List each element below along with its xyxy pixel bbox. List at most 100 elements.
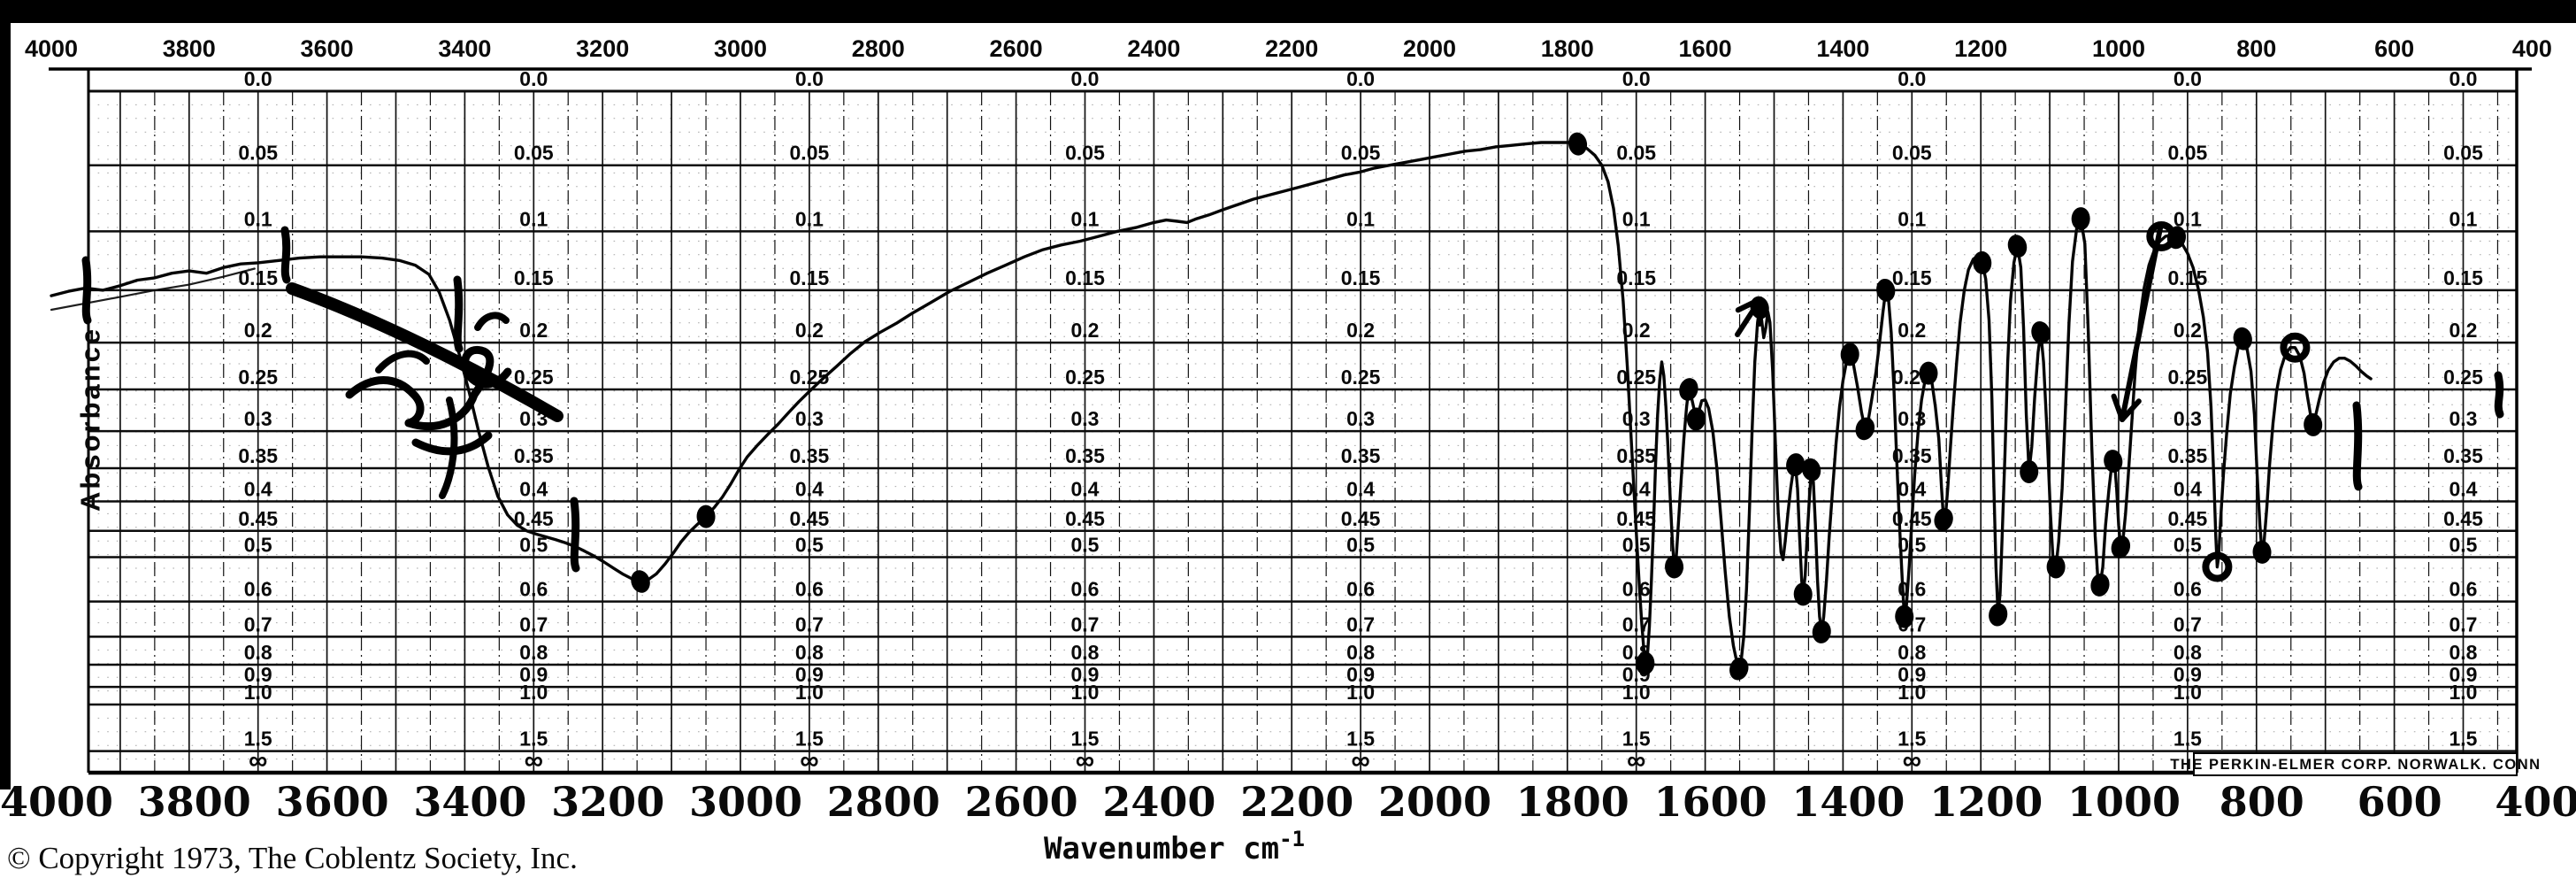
absorbance-scale-label: 0.6 <box>1622 578 1651 601</box>
x-tick-label-top: 2800 <box>852 35 905 62</box>
peak-ink-dot <box>1679 378 1698 401</box>
absorbance-scale-label: 0.9 <box>795 663 824 686</box>
absorbance-scale-label: 0.4 <box>2450 477 2478 500</box>
absorbance-scale-label: ∞ <box>800 746 818 775</box>
absorbance-scale-label: 0.2 <box>795 319 824 342</box>
absorbance-scale-label: 0.35 <box>2168 444 2208 467</box>
absorbance-scale-label: 0.45 <box>2443 507 2483 530</box>
absorbance-scale-label: 0.05 <box>2443 142 2483 165</box>
x-tick-label-bottom: 800 <box>2220 778 2304 826</box>
peak-ink-dot <box>2111 535 2131 558</box>
absorbance-scale-label: 0.7 <box>1071 612 1100 635</box>
absorbance-scale-label: 0.35 <box>1616 444 1656 467</box>
absorbance-scale-label: 0.2 <box>244 319 272 342</box>
absorbance-scale-label: 1.5 <box>1898 728 1926 751</box>
absorbance-scale-label: 1.0 <box>1898 681 1926 704</box>
absorbance-scale-label: 0.7 <box>1346 612 1375 635</box>
peak-ink-dot <box>1793 582 1813 606</box>
absorbance-scale-label: 0.7 <box>519 612 548 635</box>
x-tick-label-top: 1000 <box>2092 35 2145 62</box>
absorbance-scale-label: ∞ <box>1351 746 1369 775</box>
absorbance-scale-label: 0.1 <box>244 207 272 230</box>
absorbance-scale-label: 0.6 <box>244 578 272 601</box>
absorbance-scale-label: 0.4 <box>1622 477 1651 500</box>
handwritten-scribble-stroke <box>439 397 458 499</box>
absorbance-scale-label: 0.8 <box>1346 641 1375 664</box>
absorbance-scale-label: ∞ <box>525 746 543 775</box>
handwritten-scribble-stroke <box>286 282 564 422</box>
handwritten-tick-mark <box>2352 401 2363 491</box>
absorbance-scale-label: 0.35 <box>790 444 830 467</box>
x-tick-label-top: 1800 <box>1541 35 1594 62</box>
handwritten-arrow-shaft <box>2120 226 2163 422</box>
absorbance-scale-label: 0.35 <box>238 444 278 467</box>
absorbance-scale-label: 0.7 <box>2174 612 2202 635</box>
peak-ink-dot <box>1840 343 1859 366</box>
handwritten-tick-mark <box>2494 371 2504 419</box>
x-tick-label-bottom: 2400 <box>1102 778 1215 826</box>
peak-ink-dot <box>1989 603 2008 627</box>
absorbance-scale-label: 0.3 <box>1622 407 1651 430</box>
absorbance-scale-label: 0.15 <box>1065 266 1105 289</box>
absorbance-scale-label: 1.0 <box>1346 681 1375 704</box>
absorbance-scale-label: 0.15 <box>2168 266 2208 289</box>
absorbance-scale-label: 0.5 <box>795 534 824 557</box>
x-tick-label-bottom: 1800 <box>1516 778 1629 826</box>
absorbance-scale-label: 0.5 <box>244 534 272 557</box>
absorbance-scale-label: 0.1 <box>519 207 548 230</box>
x-tick-label-bottom: 3400 <box>413 778 526 826</box>
peak-ink-dot <box>2046 555 2066 579</box>
absorbance-scale-label: 0.25 <box>2168 366 2208 389</box>
x-tick-label-top: 3400 <box>438 35 491 62</box>
x-axis-title: Wavenumber cm-1 <box>1044 827 1305 866</box>
scan-left-black-bar <box>0 23 11 789</box>
absorbance-scale-label: 0.9 <box>2450 663 2478 686</box>
absorbance-scale-label: 0.0 <box>519 67 548 90</box>
absorbance-scale-label: 0.05 <box>1616 142 1656 165</box>
x-axis-title-base: Wavenumber cm <box>1044 831 1280 866</box>
absorbance-scale-label: 0.6 <box>1346 578 1375 601</box>
absorbance-scale-label: 1.0 <box>2174 681 2202 704</box>
peak-ink-dot <box>1686 407 1706 431</box>
absorbance-scale-label: 0.1 <box>1898 207 1926 230</box>
peak-ink-ring <box>2146 220 2177 251</box>
peak-ink-dot <box>2233 327 2252 350</box>
peak-ink-dot <box>2007 235 2028 258</box>
absorbance-scale-label: 0.15 <box>238 266 278 289</box>
absorbance-scale-label: 0.5 <box>1346 534 1375 557</box>
absorbance-scale-label: 0.2 <box>519 319 548 342</box>
peak-ink-dot <box>1895 605 1914 628</box>
peak-ink-dot <box>1876 278 1896 302</box>
absorbance-scale-label: 0.1 <box>2450 207 2478 230</box>
peak-ink-dot <box>1919 361 1938 385</box>
peak-ink-dot <box>1568 132 1588 156</box>
absorbance-scale-label: 0.25 <box>1616 366 1656 389</box>
handwritten-scribble-stroke <box>474 312 510 331</box>
absorbance-scale-label: 0.1 <box>1346 207 1375 230</box>
absorbance-scale-label: 0.9 <box>1898 663 1926 686</box>
absorbance-scale-label: 0.45 <box>2168 507 2208 530</box>
absorbance-scale-label: 0.9 <box>2174 663 2202 686</box>
spectrum-trace <box>50 141 2373 671</box>
absorbance-scale-label: 0.0 <box>2450 67 2478 90</box>
x-tick-label-top: 400 <box>2512 35 2552 62</box>
absorbance-scale-label: 0.0 <box>1346 67 1375 90</box>
x-tick-label-bottom: 2800 <box>827 778 940 826</box>
absorbance-scale-label: 0.7 <box>1622 612 1651 635</box>
absorbance-scale-label: 0.3 <box>1346 407 1375 430</box>
absorbance-scale-label: 0.0 <box>244 67 272 90</box>
x-tick-label-top: 1200 <box>1954 35 2007 62</box>
absorbance-scale-label: 1.0 <box>519 681 548 704</box>
x-tick-label-top: 3600 <box>301 35 354 62</box>
absorbance-scale-label: 0.3 <box>244 407 272 430</box>
x-tick-label-bottom: 2000 <box>1378 778 1491 826</box>
absorbance-scale-label: 0.7 <box>795 612 824 635</box>
absorbance-scale-label: 1.5 <box>519 728 548 751</box>
absorbance-scale-label: 1.0 <box>795 681 824 704</box>
absorbance-scale-label: 0.45 <box>1065 507 1105 530</box>
absorbance-scale-label: 1.0 <box>1071 681 1100 704</box>
absorbance-scale-label: 0.15 <box>2443 266 2483 289</box>
peak-ink-dot <box>2020 459 2039 483</box>
